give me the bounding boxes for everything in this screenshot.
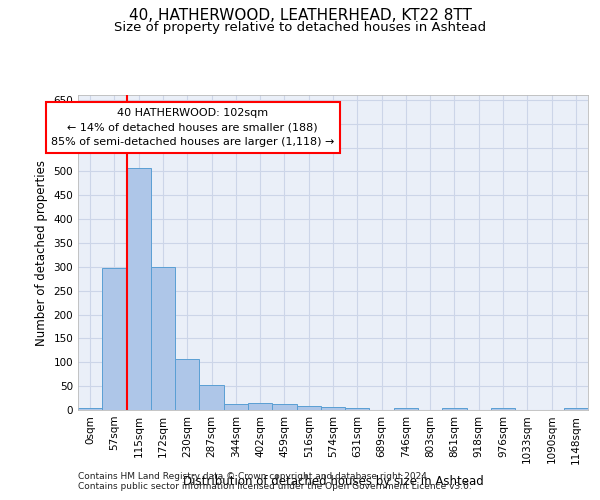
Bar [151,267,175,410]
Text: 40 HATHERWOOD: 102sqm
← 14% of detached houses are smaller (188)
85% of semi-det: 40 HATHERWOOD: 102sqm ← 14% of detached … [51,108,334,147]
Bar [394,408,418,410]
Text: Contains HM Land Registry data © Crown copyright and database right 2024.: Contains HM Land Registry data © Crown c… [78,472,430,481]
Bar [491,408,515,410]
Bar [224,404,248,410]
Bar [321,407,345,410]
Bar [127,168,151,410]
Bar [175,359,199,410]
Bar [102,268,127,410]
Bar [442,408,467,410]
Text: 40, HATHERWOOD, LEATHERHEAD, KT22 8TT: 40, HATHERWOOD, LEATHERHEAD, KT22 8TT [128,8,472,22]
Bar [296,406,321,410]
Bar [272,404,296,410]
Y-axis label: Number of detached properties: Number of detached properties [35,160,48,346]
Bar [345,408,370,410]
Bar [199,384,224,410]
Text: Size of property relative to detached houses in Ashtead: Size of property relative to detached ho… [114,21,486,34]
X-axis label: Distribution of detached houses by size in Ashtead: Distribution of detached houses by size … [182,474,484,488]
Bar [564,408,588,410]
Bar [248,403,272,410]
Text: Contains public sector information licensed under the Open Government Licence v3: Contains public sector information licen… [78,482,472,491]
Bar [78,408,102,410]
